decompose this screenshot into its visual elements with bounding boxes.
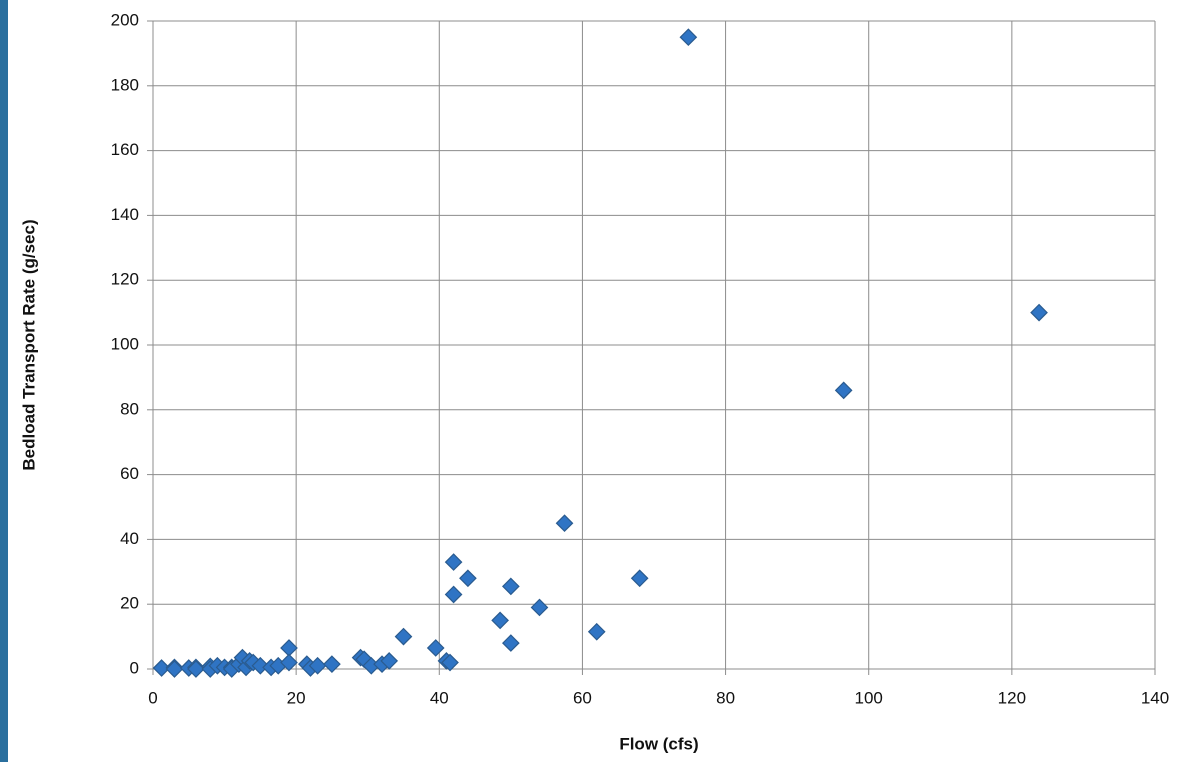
scatter-point bbox=[441, 653, 459, 672]
scatter-point bbox=[165, 660, 184, 678]
y-tick-label: 180 bbox=[111, 75, 139, 94]
scatter-point bbox=[280, 653, 298, 672]
scatter-point bbox=[834, 381, 853, 400]
scatter-point bbox=[502, 634, 520, 652]
x-tick-label: 40 bbox=[430, 688, 449, 707]
scatter-point bbox=[308, 656, 327, 675]
x-tick-label: 60 bbox=[573, 688, 592, 707]
scatter-point bbox=[152, 659, 171, 677]
scatter-point bbox=[394, 627, 413, 646]
scatter-point bbox=[502, 577, 520, 596]
scatter-point bbox=[1030, 303, 1048, 322]
x-tick-label: 0 bbox=[148, 688, 157, 707]
y-tick-label: 100 bbox=[111, 334, 139, 353]
scatter-point bbox=[187, 660, 205, 678]
side-strip bbox=[0, 0, 8, 762]
scatter-point bbox=[380, 652, 399, 670]
y-tick-label: 80 bbox=[120, 399, 139, 418]
x-tick-label: 80 bbox=[716, 688, 735, 707]
x-tick-label: 20 bbox=[287, 688, 306, 707]
y-tick-label: 160 bbox=[111, 140, 139, 159]
x-axis-label: Flow (cfs) bbox=[619, 734, 698, 753]
y-tick-label: 200 bbox=[111, 10, 139, 29]
scatter-point bbox=[679, 28, 698, 47]
scatter-point bbox=[630, 569, 649, 588]
scatter-point bbox=[555, 514, 574, 533]
scatter-point bbox=[251, 656, 270, 675]
scatter-point bbox=[587, 622, 606, 641]
scatter-point bbox=[444, 553, 463, 571]
scatter-point bbox=[444, 585, 463, 604]
scatter-point bbox=[459, 569, 477, 588]
y-tick-label: 140 bbox=[111, 205, 139, 224]
scatter-point bbox=[530, 598, 549, 617]
scatter-point bbox=[280, 639, 298, 657]
x-tick-label: 120 bbox=[998, 688, 1026, 707]
y-tick-label: 60 bbox=[120, 464, 139, 483]
x-tick-label: 100 bbox=[855, 688, 883, 707]
x-tick-label: 140 bbox=[1141, 688, 1169, 707]
y-axis-label: Bedload Transport Rate (g/sec) bbox=[19, 219, 38, 470]
scatter-point bbox=[491, 611, 509, 630]
y-tick-label: 0 bbox=[130, 658, 139, 677]
scatter-point bbox=[323, 655, 341, 673]
y-tick-label: 120 bbox=[111, 270, 139, 289]
y-tick-label: 40 bbox=[120, 529, 139, 548]
y-tick-label: 20 bbox=[120, 594, 139, 613]
scatter-point bbox=[426, 639, 445, 657]
